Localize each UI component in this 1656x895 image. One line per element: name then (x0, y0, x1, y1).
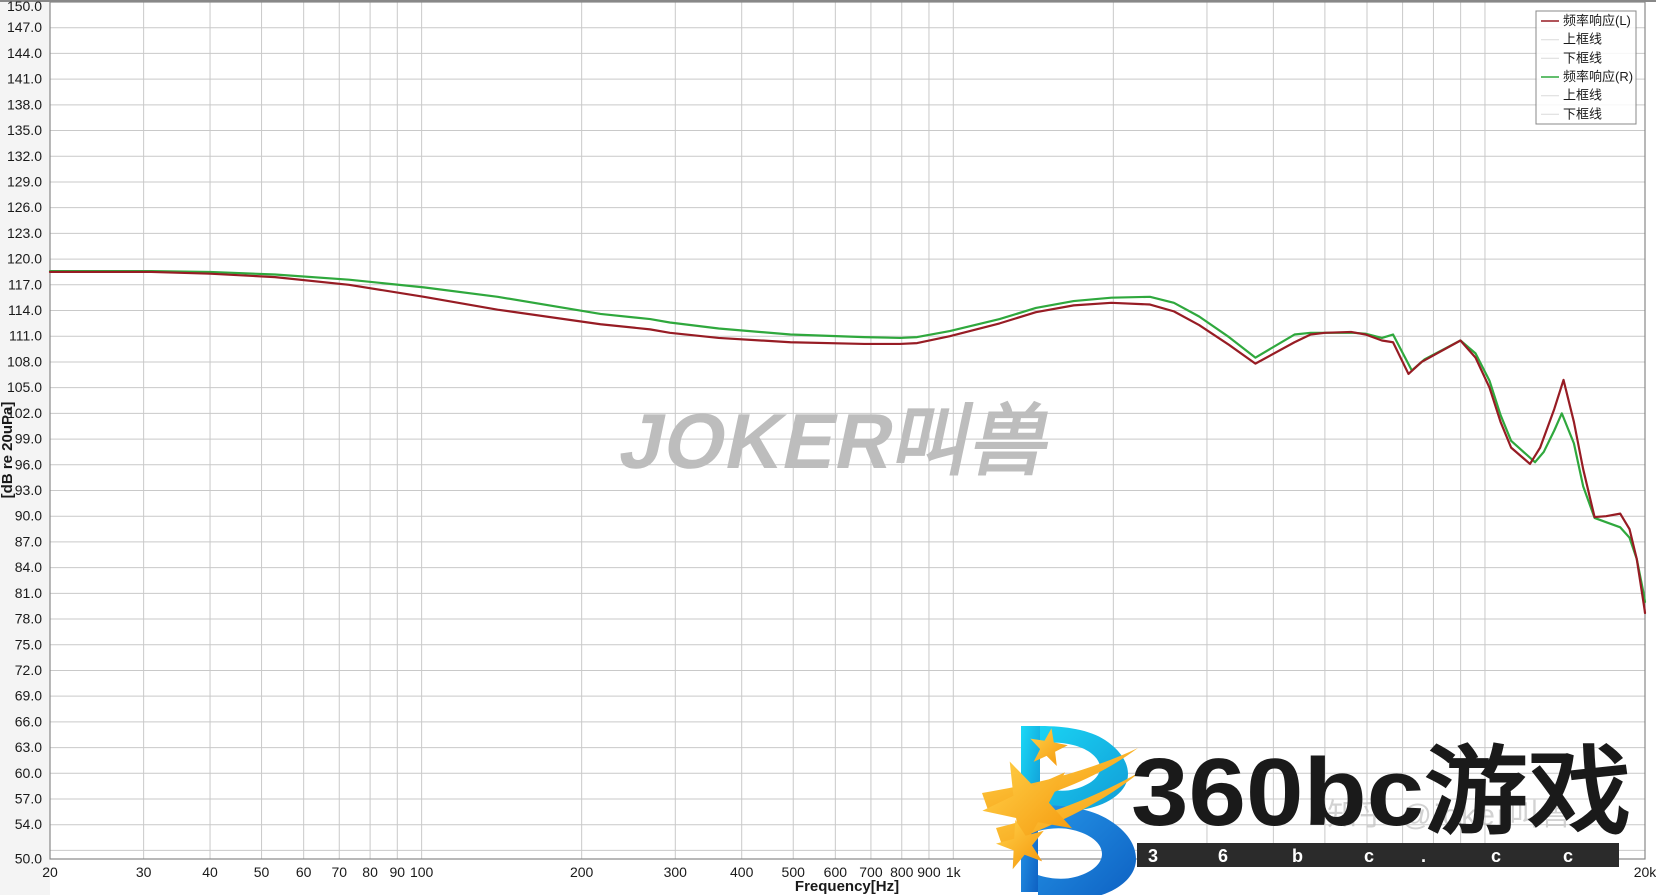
svg-text:50.0: 50.0 (15, 851, 42, 867)
svg-text:57.0: 57.0 (15, 791, 42, 807)
svg-text:120.0: 120.0 (7, 251, 42, 267)
svg-text:200: 200 (570, 864, 594, 880)
svg-text:117.0: 117.0 (8, 276, 42, 292)
svg-text:20: 20 (42, 864, 58, 880)
svg-text:129.0: 129.0 (7, 173, 42, 189)
svg-text:JOKER叫兽: JOKER叫兽 (613, 398, 1061, 485)
svg-text:1k: 1k (946, 864, 962, 880)
svg-text:96.0: 96.0 (15, 456, 42, 472)
svg-text:144.0: 144.0 (7, 45, 42, 61)
svg-text:300: 300 (664, 864, 688, 880)
svg-text:99.0: 99.0 (15, 431, 42, 447)
svg-text:111.0: 111.0 (9, 328, 42, 344)
svg-text:900: 900 (917, 864, 941, 880)
svg-text:150.0: 150.0 (7, 0, 42, 14)
svg-text:54.0: 54.0 (15, 816, 42, 832)
svg-text:频率响应(L): 频率响应(L) (1563, 13, 1631, 28)
svg-text:6: 6 (1218, 846, 1228, 866)
svg-text:108.0: 108.0 (7, 353, 42, 369)
svg-text:132.0: 132.0 (7, 148, 42, 164)
svg-text:93.0: 93.0 (15, 482, 42, 498)
svg-text:40: 40 (202, 864, 218, 880)
svg-text:频率响应(R): 频率响应(R) (1563, 69, 1633, 84)
svg-text:上框线: 上框线 (1563, 88, 1602, 103)
svg-text:80: 80 (362, 864, 378, 880)
svg-text:138.0: 138.0 (7, 96, 42, 112)
svg-text:123.0: 123.0 (7, 225, 42, 241)
svg-text:141.0: 141.0 (7, 71, 42, 87)
svg-text:81.0: 81.0 (15, 585, 42, 601)
svg-text:126.0: 126.0 (7, 199, 42, 215)
svg-text:.: . (1421, 846, 1426, 866)
svg-text:400: 400 (730, 864, 754, 880)
svg-text:20k: 20k (1634, 864, 1656, 880)
svg-text:c: c (1364, 846, 1374, 866)
svg-text:114.0: 114.0 (8, 302, 42, 318)
svg-text:30: 30 (136, 864, 152, 880)
svg-text:[dB re 20uPa]: [dB re 20uPa] (0, 402, 16, 499)
svg-text:63.0: 63.0 (15, 739, 42, 755)
svg-text:90: 90 (390, 864, 406, 880)
svg-text:72.0: 72.0 (15, 662, 42, 678)
svg-text:60.0: 60.0 (15, 765, 42, 781)
svg-text:60: 60 (296, 864, 312, 880)
svg-text:c: c (1563, 846, 1573, 866)
svg-text:75.0: 75.0 (15, 636, 42, 652)
svg-text:上框线: 上框线 (1563, 32, 1602, 47)
svg-text:50: 50 (254, 864, 270, 880)
svg-text:105.0: 105.0 (7, 379, 42, 395)
svg-text:84.0: 84.0 (15, 559, 42, 575)
svg-text:下框线: 下框线 (1563, 106, 1602, 121)
svg-text:下框线: 下框线 (1563, 50, 1602, 65)
svg-text:b: b (1292, 846, 1303, 866)
svg-text:c: c (1491, 846, 1501, 866)
svg-text:Frequency[Hz]: Frequency[Hz] (795, 878, 899, 895)
svg-text:100: 100 (410, 864, 434, 880)
svg-text:78.0: 78.0 (15, 611, 42, 627)
svg-text:135.0: 135.0 (7, 122, 42, 138)
svg-text:360bc游戏: 360bc游戏 (1131, 739, 1631, 846)
svg-text:90.0: 90.0 (15, 508, 42, 524)
svg-text:147.0: 147.0 (7, 19, 42, 35)
svg-text:66.0: 66.0 (15, 713, 42, 729)
svg-text:87.0: 87.0 (15, 533, 42, 549)
svg-text:3: 3 (1148, 846, 1158, 866)
svg-text:70: 70 (331, 864, 347, 880)
svg-text:69.0: 69.0 (15, 688, 42, 704)
